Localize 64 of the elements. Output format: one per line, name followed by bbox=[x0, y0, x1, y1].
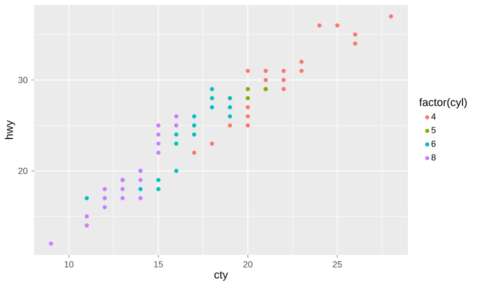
x-axis-title: cty bbox=[214, 271, 228, 281]
point bbox=[192, 123, 196, 128]
point bbox=[138, 196, 143, 200]
point bbox=[156, 123, 160, 128]
point bbox=[156, 178, 160, 182]
point bbox=[174, 114, 178, 118]
point bbox=[246, 96, 250, 100]
point bbox=[228, 105, 232, 110]
point bbox=[102, 196, 107, 200]
point bbox=[282, 78, 286, 82]
legend-label: 8 bbox=[431, 154, 436, 160]
legend-label: 5 bbox=[431, 127, 436, 134]
point bbox=[264, 68, 268, 73]
point bbox=[174, 168, 178, 173]
point bbox=[84, 214, 89, 218]
point bbox=[210, 105, 214, 110]
point bbox=[174, 132, 178, 137]
legend-title: factor(cyl) bbox=[419, 98, 467, 108]
point bbox=[388, 14, 394, 18]
legend-label: 6 bbox=[432, 140, 436, 147]
point bbox=[210, 86, 214, 92]
point bbox=[174, 123, 178, 128]
point bbox=[48, 242, 54, 246]
point bbox=[210, 96, 214, 100]
x-tick-label: 15 bbox=[154, 261, 163, 268]
point bbox=[246, 68, 250, 73]
point bbox=[353, 32, 358, 37]
x-tick-label: 25 bbox=[332, 261, 342, 268]
point bbox=[282, 68, 286, 73]
point bbox=[282, 86, 286, 92]
point bbox=[192, 114, 196, 118]
y-tick-label: 30 bbox=[18, 76, 28, 84]
point bbox=[156, 150, 160, 155]
x-tick-label: 10 bbox=[64, 261, 74, 268]
point bbox=[335, 23, 340, 28]
point bbox=[156, 132, 160, 137]
y-axis-title: hwy bbox=[4, 120, 16, 139]
point bbox=[156, 186, 160, 192]
point bbox=[102, 186, 107, 192]
point bbox=[84, 196, 89, 200]
point bbox=[228, 114, 232, 118]
point bbox=[192, 150, 196, 155]
point bbox=[138, 178, 143, 182]
point bbox=[120, 186, 125, 192]
point bbox=[246, 114, 250, 118]
point bbox=[174, 142, 178, 146]
x-tick-label: 20 bbox=[243, 261, 252, 268]
point bbox=[353, 42, 358, 46]
point bbox=[299, 60, 304, 64]
point bbox=[84, 223, 89, 228]
point bbox=[120, 196, 125, 200]
point bbox=[317, 23, 322, 28]
point bbox=[210, 142, 214, 146]
point bbox=[228, 123, 232, 128]
point bbox=[299, 68, 304, 73]
point bbox=[246, 86, 250, 92]
point bbox=[246, 123, 250, 128]
legend-label: 4 bbox=[431, 114, 436, 120]
point bbox=[138, 186, 143, 192]
point bbox=[102, 205, 107, 210]
point bbox=[264, 78, 268, 82]
point bbox=[156, 142, 160, 146]
point bbox=[192, 132, 196, 137]
point bbox=[246, 105, 250, 110]
